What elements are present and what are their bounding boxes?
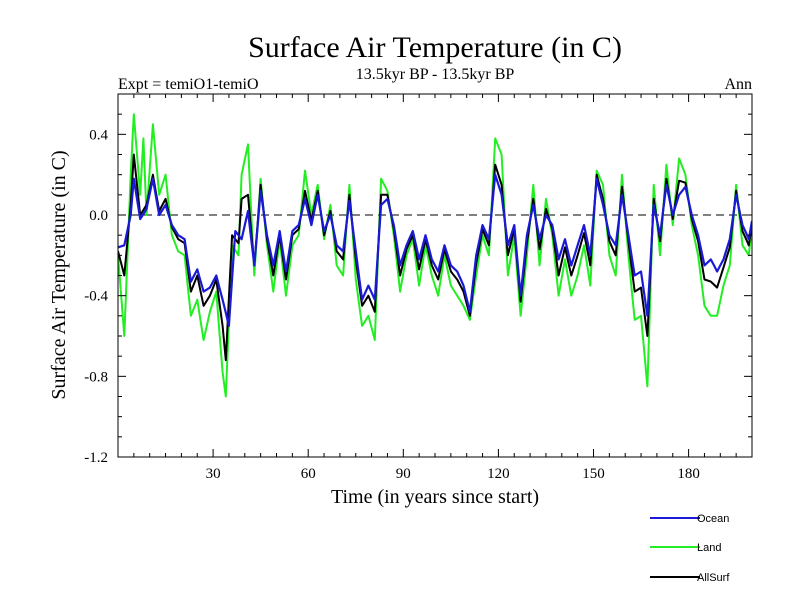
- x-tick-label: 150: [582, 466, 605, 482]
- x-axis-title: Time (in years since start): [331, 486, 539, 508]
- y-tick-label: -1.2: [84, 450, 108, 466]
- y-tick-label: 0.0: [89, 208, 108, 224]
- period-label: 13.5kyr BP - 13.5kyr BP: [356, 66, 515, 83]
- season-label: Ann: [724, 76, 752, 93]
- legend-label-land: Land: [697, 542, 721, 554]
- experiment-label: Expt = temiO1-temiO: [118, 76, 259, 93]
- x-tick-label: 60: [301, 466, 316, 482]
- plot-frame: [117, 93, 753, 458]
- chart-title: Surface Air Temperature (in C): [248, 31, 622, 64]
- y-tick-label: 0.4: [89, 127, 108, 143]
- x-tick-label: 120: [487, 466, 510, 482]
- x-tick-label-layer: 30 60 90 120 150 180: [206, 466, 700, 482]
- y-tick-label-layer: -1.2 -0.8 -0.4 0.0 0.4: [84, 127, 108, 466]
- x-tick-label: 180: [677, 466, 700, 482]
- x-tick-label: 30: [206, 466, 221, 482]
- legend-label-ocean: Ocean: [697, 513, 729, 525]
- legend: Ocean Land AllSurf: [650, 513, 730, 584]
- y-tick-label: -0.8: [84, 369, 108, 385]
- y-tick-label: -0.4: [84, 289, 108, 305]
- series-layer: [118, 113, 752, 398]
- x-tick-label: 90: [396, 466, 411, 482]
- y-axis-title: Surface Air Temperature (in C): [48, 150, 70, 399]
- series-line-allsurf: [118, 153, 752, 362]
- series-line-ocean: [118, 173, 752, 327]
- tick-layer: [118, 94, 752, 457]
- series-line-land: [118, 113, 752, 398]
- legend-label-allsurf: AllSurf: [697, 572, 730, 584]
